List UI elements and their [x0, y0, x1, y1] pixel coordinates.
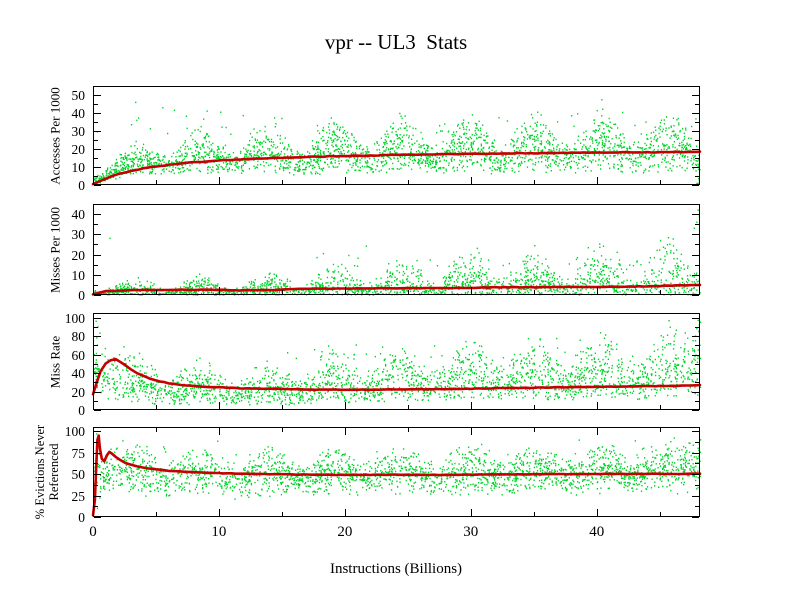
y-tick-label: 10 [72, 268, 86, 283]
x-axis-label: Instructions (Billions) [329, 561, 463, 577]
scatter-points [93, 209, 701, 296]
trend-line [91, 434, 702, 517]
ylabel-miss-rate: Miss Rate [47, 335, 63, 389]
subplot-3: 0 25 50 75 100 0 10 20 30 40 [65, 424, 702, 540]
x-tick-label: 10 [211, 524, 226, 540]
y-tick-label: 80 [72, 329, 86, 344]
subplot-0: 0 10 20 30 40 50 [72, 86, 702, 193]
ylabel-accesses-per-1000: Accesses Per 1000 [47, 87, 63, 185]
y-tick-label: 50 [72, 467, 86, 482]
y-tick-label: 0 [78, 403, 85, 418]
y-tick-label: 0 [78, 510, 85, 525]
y-tick-label: 20 [72, 385, 86, 400]
trend-line [91, 150, 702, 186]
y-tick-label: 60 [72, 348, 86, 363]
y-tick-label: 10 [72, 160, 86, 175]
y-tick-label: 75 [72, 446, 86, 461]
y-tick-label: 20 [72, 248, 86, 263]
y-tick-label: 20 [72, 142, 86, 157]
y-tick-label: 100 [65, 424, 86, 439]
plot-border [93, 427, 700, 517]
subplot-1: 0 10 20 30 40 [72, 204, 702, 303]
chart-title: vpr -- UL3 Stats [324, 30, 468, 54]
x-tick-label: 30 [463, 524, 478, 540]
trend-line [91, 357, 702, 396]
subplot-2: 0 20 40 60 80 100 [65, 311, 702, 418]
y-tick-label: 40 [72, 207, 86, 222]
y-tick-label: 40 [72, 366, 86, 381]
y-tick-label: 0 [78, 178, 85, 193]
y-tick-label: 50 [72, 88, 86, 103]
x-tick-label: 20 [337, 524, 352, 540]
plot-border [93, 86, 700, 185]
y-tick-label: 30 [72, 124, 86, 139]
y-tick-label: 100 [65, 311, 86, 326]
ylabel-evictions-never-referenced: % Evictions Never Referenced [33, 424, 61, 520]
scatter-points [93, 98, 701, 185]
plot-border [93, 204, 700, 295]
y-tick-label: 40 [72, 106, 86, 121]
x-tick-label: 40 [589, 524, 604, 540]
y-tick-label: 25 [72, 489, 86, 504]
x-tick-label: 0 [89, 524, 97, 540]
scatter-points [93, 319, 702, 406]
y-tick-label: 0 [78, 288, 85, 303]
ylabel-misses-per-1000: Misses Per 1000 [47, 207, 63, 293]
scatter-points [93, 433, 702, 510]
plot-border [93, 313, 700, 410]
y-tick-label: 30 [72, 227, 86, 242]
